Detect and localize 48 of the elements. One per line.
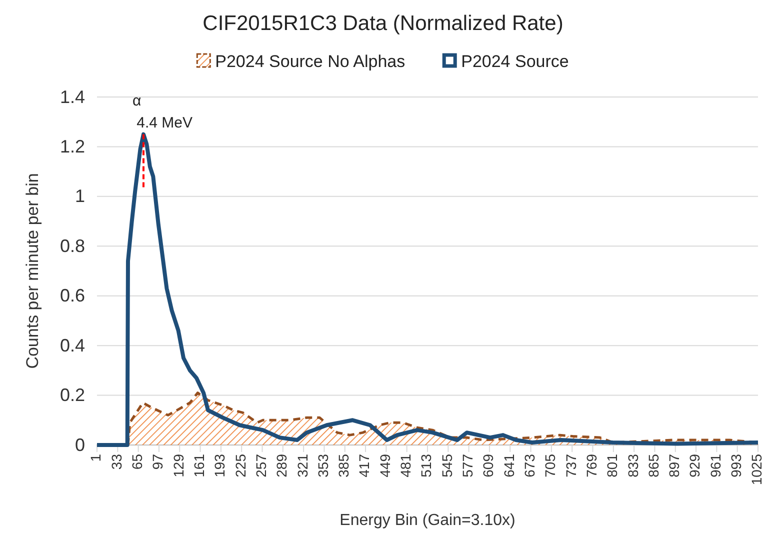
y-tick-label: 1.2 <box>60 136 85 156</box>
x-tick-label: 993 <box>728 454 744 478</box>
y-tick-label: 0.2 <box>60 385 85 406</box>
x-tick-label: 65 <box>129 454 146 470</box>
x-tick-label: 961 <box>707 454 724 478</box>
x-tick-label: 641 <box>500 454 517 478</box>
x-axis-title: Energy Bin (Gain=3.10x) <box>340 512 516 529</box>
x-tick-label: 865 <box>645 454 662 478</box>
x-tick-label: 33 <box>108 454 124 470</box>
x-tick-label: 545 <box>438 454 455 478</box>
legend-label: P2024 Source No Alphas <box>215 52 406 71</box>
x-tick-label: 385 <box>336 454 352 478</box>
x-tick-label: 289 <box>274 454 290 478</box>
x-tick-label: 1 <box>88 454 104 462</box>
y-tick-label: 0.6 <box>60 286 85 306</box>
line-series <box>95 132 760 447</box>
x-tick-label: 225 <box>232 454 248 478</box>
x-tick-label: 577 <box>460 454 476 478</box>
y-tick-label: 0.4 <box>60 335 85 356</box>
chart-title: CIF2015R1C3 Data (Normalized Rate) <box>202 12 564 35</box>
y-axis-title: Counts per minute per bin <box>23 173 42 369</box>
x-tick-label: 737 <box>562 454 579 478</box>
y-tick-label: 1 <box>74 186 85 206</box>
x-tick-label: 673 <box>521 454 538 478</box>
x-tick-label: 833 <box>624 454 641 478</box>
x-tick-label: 321 <box>294 454 310 478</box>
x-tick-label: 193 <box>212 454 228 478</box>
annotation: α 4.4 MeV <box>132 92 193 132</box>
y-tick-label: 1.4 <box>60 86 85 107</box>
x-tick-label: 353 <box>314 454 331 478</box>
x-tick-label: 1025 <box>748 454 765 486</box>
legend-label: P2024 Source <box>461 52 569 71</box>
x-tick-label: 129 <box>170 454 186 478</box>
x-tick-label: 449 <box>376 454 393 478</box>
x-tick-label: 257 <box>252 454 269 478</box>
y-tick-label: 0.8 <box>60 236 85 256</box>
x-tick-label: 769 <box>583 454 600 478</box>
y-tick-label: 0 <box>74 434 85 455</box>
x-tick-label: 161 <box>190 454 207 478</box>
x-tick-label: 417 <box>356 454 372 478</box>
x-tick-label: 513 <box>418 454 434 478</box>
x-tick-label: 481 <box>398 454 414 478</box>
x-tick-label: 705 <box>542 454 558 478</box>
x-tick-label: 97 <box>150 454 166 470</box>
x-tick-label: 929 <box>686 454 703 478</box>
x-tick-label: 801 <box>604 454 620 478</box>
x-tick-label: 609 <box>480 454 496 478</box>
x-tick-label: 897 <box>666 454 682 478</box>
